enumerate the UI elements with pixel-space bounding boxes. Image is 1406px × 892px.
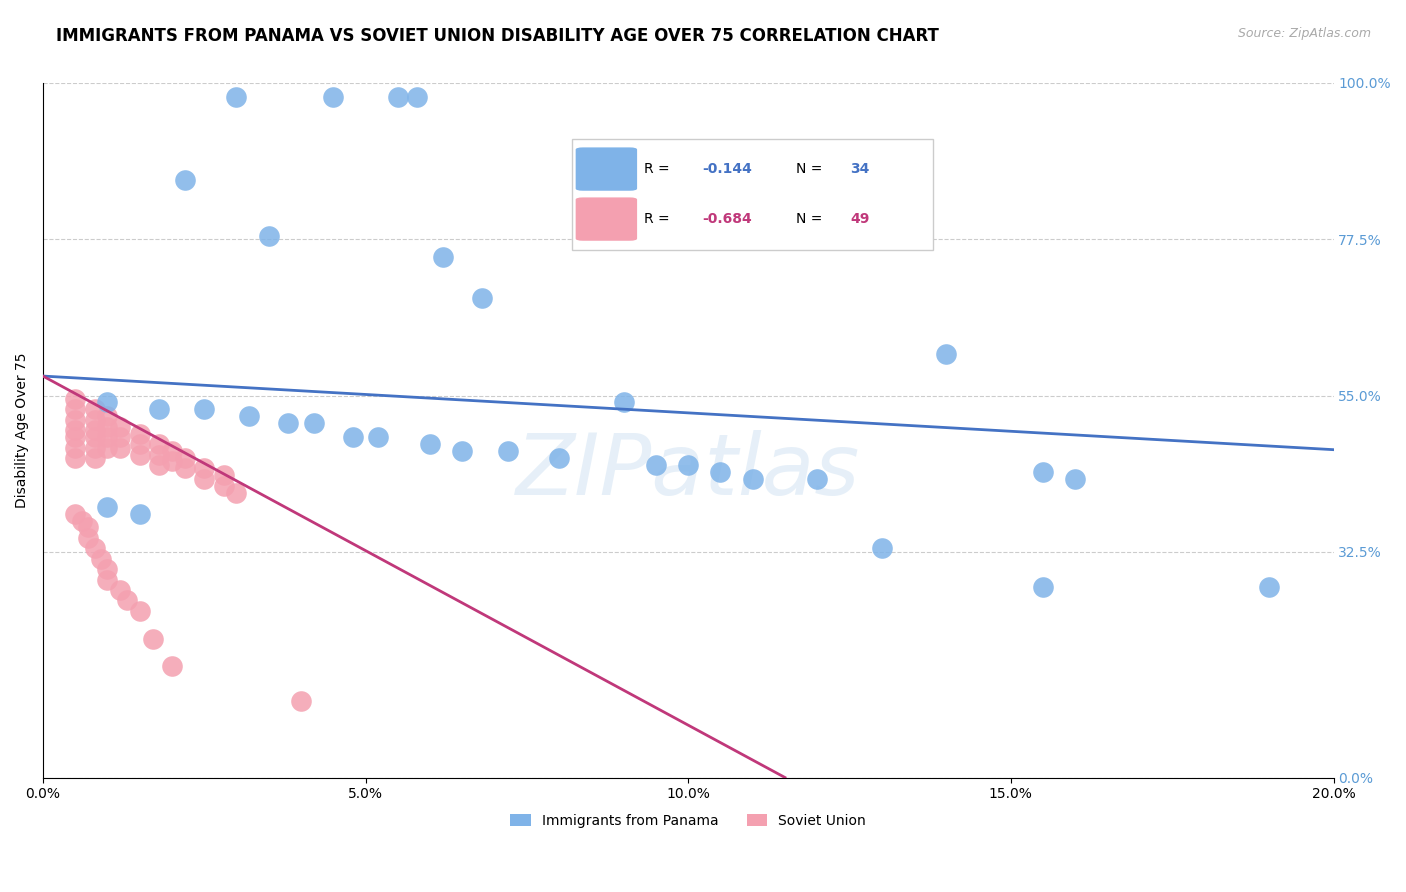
Point bbox=[83, 413, 105, 427]
Point bbox=[148, 458, 170, 472]
Point bbox=[212, 468, 235, 483]
Point bbox=[110, 582, 132, 597]
Point bbox=[96, 441, 118, 455]
Point bbox=[128, 604, 150, 618]
Point bbox=[96, 430, 118, 444]
Point bbox=[173, 450, 195, 465]
Point bbox=[1032, 465, 1054, 479]
Point bbox=[70, 514, 93, 528]
Point bbox=[110, 430, 132, 444]
Text: IMMIGRANTS FROM PANAMA VS SOVIET UNION DISABILITY AGE OVER 75 CORRELATION CHART: IMMIGRANTS FROM PANAMA VS SOVIET UNION D… bbox=[56, 27, 939, 45]
Point bbox=[432, 250, 454, 264]
Point bbox=[63, 392, 86, 406]
Point bbox=[173, 461, 195, 475]
Point bbox=[613, 395, 636, 409]
Point bbox=[83, 430, 105, 444]
Point bbox=[128, 426, 150, 441]
Text: Source: ZipAtlas.com: Source: ZipAtlas.com bbox=[1237, 27, 1371, 40]
Point bbox=[128, 437, 150, 451]
Point bbox=[96, 419, 118, 434]
Point bbox=[387, 90, 409, 104]
Point bbox=[173, 173, 195, 187]
Point bbox=[148, 402, 170, 417]
Legend: Immigrants from Panama, Soviet Union: Immigrants from Panama, Soviet Union bbox=[505, 808, 872, 833]
Point bbox=[676, 458, 699, 472]
Point bbox=[225, 90, 247, 104]
Point bbox=[160, 454, 183, 468]
Point bbox=[277, 417, 299, 431]
Point bbox=[406, 90, 429, 104]
Point bbox=[83, 441, 105, 455]
Point bbox=[342, 430, 364, 444]
Point bbox=[367, 430, 389, 444]
Point bbox=[63, 450, 86, 465]
Point bbox=[1064, 472, 1087, 486]
Point bbox=[83, 402, 105, 417]
Y-axis label: Disability Age Over 75: Disability Age Over 75 bbox=[15, 352, 30, 508]
Text: ZIPatlas: ZIPatlas bbox=[516, 431, 860, 514]
Point bbox=[645, 458, 668, 472]
Point bbox=[322, 90, 344, 104]
Point bbox=[148, 448, 170, 462]
Point bbox=[90, 551, 112, 566]
Point bbox=[96, 395, 118, 409]
Point bbox=[128, 507, 150, 521]
Point bbox=[806, 472, 828, 486]
Point bbox=[238, 409, 260, 424]
Point bbox=[870, 541, 893, 556]
Point bbox=[110, 419, 132, 434]
Point bbox=[451, 444, 474, 458]
Point bbox=[160, 444, 183, 458]
Point bbox=[193, 461, 215, 475]
Point bbox=[83, 450, 105, 465]
Point bbox=[77, 531, 100, 545]
Point bbox=[128, 448, 150, 462]
Point bbox=[63, 441, 86, 455]
Point bbox=[257, 228, 280, 243]
Point bbox=[193, 472, 215, 486]
Point bbox=[148, 437, 170, 451]
Point bbox=[83, 423, 105, 437]
Point bbox=[96, 500, 118, 514]
Point bbox=[96, 409, 118, 424]
Point bbox=[63, 413, 86, 427]
Point bbox=[63, 402, 86, 417]
Point bbox=[935, 347, 957, 361]
Point bbox=[709, 465, 731, 479]
Point bbox=[212, 479, 235, 493]
Point bbox=[63, 423, 86, 437]
Point bbox=[63, 430, 86, 444]
Point bbox=[741, 472, 763, 486]
Point bbox=[225, 485, 247, 500]
Point bbox=[496, 444, 519, 458]
Point bbox=[419, 437, 441, 451]
Point bbox=[142, 632, 165, 646]
Point bbox=[110, 441, 132, 455]
Point bbox=[160, 659, 183, 673]
Point bbox=[193, 402, 215, 417]
Point bbox=[471, 291, 494, 305]
Point bbox=[1258, 580, 1281, 594]
Point bbox=[1032, 580, 1054, 594]
Point bbox=[83, 541, 105, 556]
Point bbox=[96, 562, 118, 576]
Point bbox=[548, 450, 571, 465]
Point bbox=[77, 520, 100, 534]
Point bbox=[63, 507, 86, 521]
Point bbox=[302, 417, 325, 431]
Point bbox=[290, 694, 312, 708]
Point bbox=[96, 573, 118, 587]
Point bbox=[115, 593, 138, 607]
